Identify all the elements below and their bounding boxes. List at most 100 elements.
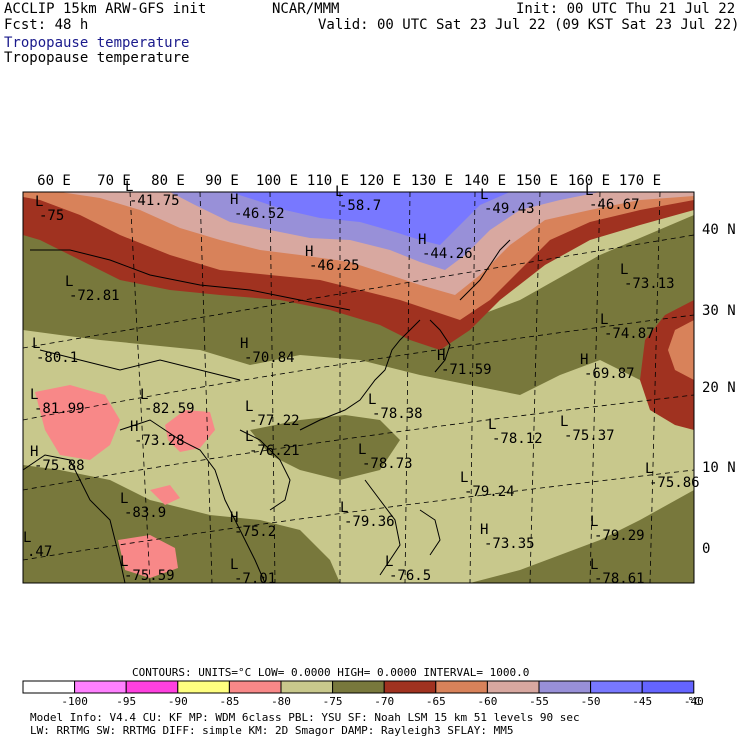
extremum-symbol: L <box>335 184 343 200</box>
colorbar-label: -60 <box>477 695 497 708</box>
extremum-value: -74.87 <box>604 326 655 342</box>
lon-label: 80 E <box>151 173 185 189</box>
colorbar-swatch <box>538 680 592 694</box>
colorbar-label: -50 <box>581 695 601 708</box>
extremum-symbol: H <box>30 444 38 460</box>
extremum-symbol: L <box>645 461 653 477</box>
colorbar-swatch <box>280 680 334 694</box>
center-name: NCAR/MMM <box>272 1 340 17</box>
extremum-symbol: L <box>125 179 133 195</box>
lon-label: 70 E <box>97 173 131 189</box>
lon-label: 140 E <box>464 173 506 189</box>
extremum-symbol: L <box>120 554 128 570</box>
colorbar-label: -65 <box>426 695 446 708</box>
lat-label: 0 <box>702 541 710 557</box>
model-info-line-1: Model Info: V4.4 CU: KF MP: WDM 6class P… <box>30 711 580 724</box>
extremum-value: -41.75 <box>129 193 180 209</box>
extremum-value: -7.01 <box>234 571 276 587</box>
colorbar-label: -100 <box>61 695 88 708</box>
colorbar-label: -80 <box>271 695 291 708</box>
extremum-symbol: L <box>488 417 496 433</box>
extremum-value: -72.81 <box>69 288 120 304</box>
lon-label: 160 E <box>568 173 610 189</box>
extremum-symbol: L <box>385 554 393 570</box>
extremum-symbol: H <box>418 232 426 248</box>
extremum-value: -79.36 <box>344 514 395 530</box>
extremum-symbol: L <box>600 312 608 328</box>
region-minus45 <box>230 192 510 245</box>
colorbar-label: -85 <box>219 695 239 708</box>
region-minus80-india <box>35 385 120 460</box>
region-minus80-center <box>150 485 180 505</box>
region-minus60-pacific <box>668 320 694 380</box>
valid-time: Valid: 00 UTC Sat 23 Jul 22 (09 KST Sat … <box>318 17 740 33</box>
extremum-symbol: L <box>590 557 598 573</box>
colorbar-label: -70 <box>374 695 394 708</box>
extremum-value: -78.12 <box>492 431 543 447</box>
lon-label: 60 E <box>37 173 71 189</box>
extremum-symbol: L <box>230 557 238 573</box>
region-minus70-west <box>23 465 340 583</box>
colorbar-label: -40 <box>684 695 704 708</box>
colorbar-swatch <box>641 680 695 694</box>
colorbar-label: -95 <box>116 695 136 708</box>
lat-label: 20 N <box>702 380 736 396</box>
extremum-value: -78.73 <box>362 456 413 472</box>
extremum-value: -46.52 <box>234 206 285 222</box>
region-minus70-east <box>470 490 694 583</box>
extremum-symbol: L <box>460 470 468 486</box>
colorbar-units: °C <box>687 695 700 708</box>
region-minus50 <box>170 192 600 270</box>
extremum-symbol: L <box>140 387 148 403</box>
field-title-primary: Tropopause temperature <box>4 35 190 51</box>
colorbar-swatch <box>228 680 282 694</box>
lon-label: 100 E <box>256 173 298 189</box>
extremum-value: -83.9 <box>124 505 166 521</box>
colorbar-swatch <box>177 680 230 694</box>
extremum-symbol: H <box>437 348 445 364</box>
region-minus70-central <box>250 415 400 480</box>
colorbar-swatch <box>332 680 385 694</box>
extremum-value: -82.59 <box>144 401 195 417</box>
colorbar-swatch <box>486 680 540 694</box>
region-minus80-bay <box>165 410 215 452</box>
extremum-symbol: L <box>120 491 128 507</box>
init-time: Init: 00 UTC Thu 21 Jul 22 <box>516 1 736 17</box>
extremum-symbol: H <box>305 244 313 260</box>
extremum-value: -80.1 <box>36 350 78 366</box>
extremum-value: -71.59 <box>441 362 492 378</box>
colorbar-swatch <box>125 680 179 694</box>
extremum-value: -58.7 <box>339 198 381 214</box>
region-minus80-south <box>118 535 178 578</box>
extremum-symbol: L <box>368 392 376 408</box>
lon-label: 110 E <box>307 173 349 189</box>
extremum-value: -73.13 <box>624 276 675 292</box>
graticule <box>23 192 694 583</box>
extremum-value: -75.37 <box>564 428 615 444</box>
forecast-hour: Fcst: 48 h <box>4 17 89 33</box>
extremum-value: -81.99 <box>34 401 85 417</box>
extremum-value: -69.87 <box>584 366 635 382</box>
lat-label: 10 N <box>702 460 736 476</box>
extremum-symbol: L <box>32 336 40 352</box>
extremum-symbol: L <box>358 442 366 458</box>
colorbar-swatch <box>590 680 643 694</box>
contours-info: CONTOURS: UNITS=°C LOW= 0.0000 HIGH= 0.0… <box>132 666 530 679</box>
lat-label: 40 N <box>702 222 736 238</box>
extremum-value: -78.38 <box>372 406 423 422</box>
extremum-value: -75.88 <box>34 458 85 474</box>
colorbar-label: -90 <box>168 695 188 708</box>
colorbar-label: -75 <box>323 695 343 708</box>
extremum-value: -76.5 <box>389 568 431 584</box>
extremum-value: -75 <box>39 208 64 224</box>
extremum-value: -46.67 <box>589 197 640 213</box>
extremum-value: -75.86 <box>649 475 700 491</box>
extremum-symbol: H <box>480 522 488 538</box>
extremum-symbol: L <box>480 187 488 203</box>
extremum-value: -70.84 <box>244 350 295 366</box>
extremum-symbol: H <box>230 192 238 208</box>
extremum-symbol: L <box>340 500 348 516</box>
extremum-symbol: L <box>65 274 73 290</box>
extremum-value: -75.59 <box>124 568 175 584</box>
